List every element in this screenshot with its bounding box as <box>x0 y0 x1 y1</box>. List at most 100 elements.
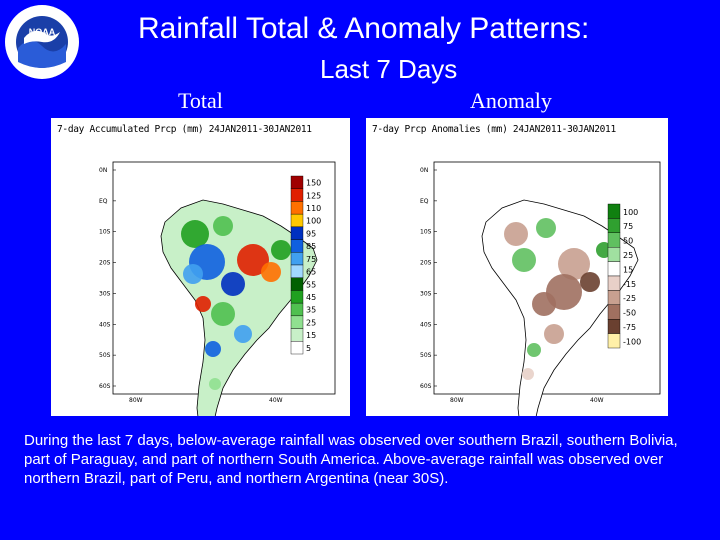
anomaly-legend-label: -100 <box>623 337 641 346</box>
anomaly-lat-tick: 20S <box>420 260 432 267</box>
total-rain-patch <box>183 264 203 284</box>
total-legend-swatch <box>290 277 304 291</box>
anomaly-lat-tick: EQ <box>420 198 429 205</box>
total-rain-patch <box>221 272 245 296</box>
anomaly-map: 0NEQ10S20S30S40S50S60S80W60W40W100755025… <box>420 161 661 416</box>
anomaly-legend-label: 50 <box>623 237 633 246</box>
noaa-emblem-icon: NOAA <box>5 5 79 79</box>
total-legend-swatch <box>290 315 304 329</box>
anomaly-lon-tick: 40W <box>590 397 604 404</box>
anomaly-map-title: 7-day Prcp Anomalies (mm) 24JAN2011-30JA… <box>372 124 616 135</box>
anomaly-legend-swatch <box>607 333 621 349</box>
total-legend-label: 55 <box>306 280 316 289</box>
total-rain-patch <box>237 244 269 276</box>
total-legend-swatch <box>290 239 304 253</box>
total-lat-tick: 60S <box>99 383 111 390</box>
anomaly-legend-swatch <box>607 275 621 291</box>
anomaly-legend-label: -75 <box>623 323 636 332</box>
total-legend-label: 125 <box>306 191 321 200</box>
anomaly-rain-patch <box>536 218 556 238</box>
total-legend-label: 150 <box>306 179 321 188</box>
total-legend-swatch <box>290 264 304 278</box>
total-legend-swatch <box>290 252 304 266</box>
anomaly-legend-swatch <box>607 290 621 305</box>
total-legend-swatch <box>290 226 304 240</box>
total-legend-label: 95 <box>306 229 316 238</box>
anomaly-legend-label: 100 <box>623 208 638 217</box>
anomaly-map-panel: 7-day Prcp Anomalies (mm) 24JAN2011-30JA… <box>366 118 668 416</box>
total-map-panel: 7-day Accumulated Prcp (mm) 24JAN2011-30… <box>51 118 350 416</box>
total-legend-label: 5 <box>306 344 311 353</box>
total-legend-swatch <box>290 188 304 202</box>
total-legend-label: 45 <box>306 293 316 302</box>
total-lat-tick: 20S <box>99 260 111 267</box>
page-title: Rainfall Total & Anomaly Patterns: <box>138 12 590 45</box>
total-lat-tick: 40S <box>99 321 111 328</box>
total-panel-label: Total <box>178 88 223 113</box>
anomaly-lat-tick: 0N <box>420 167 428 174</box>
total-rain-patch <box>195 296 211 312</box>
anomaly-legend-label: 25 <box>623 251 633 260</box>
total-lat-tick: EQ <box>99 198 108 205</box>
total-legend-label: 110 <box>306 204 321 213</box>
total-map: 0NEQ10S20S30S40S50S60S80W60W40W150125110… <box>99 161 336 416</box>
total-lat-tick: 10S <box>99 229 111 236</box>
total-rain-patch <box>211 302 235 326</box>
total-lon-tick: 80W <box>129 397 143 404</box>
total-rain-patch <box>261 262 281 282</box>
anomaly-rain-patch <box>512 248 536 272</box>
anomaly-lat-tick: 60S <box>420 383 432 390</box>
anomaly-continent <box>481 199 639 416</box>
anomaly-legend-label: 75 <box>623 222 633 231</box>
anomaly-legend-swatch <box>607 261 621 277</box>
total-legend-swatch <box>290 290 304 304</box>
anomaly-legend-label: 15 <box>623 265 633 274</box>
anomaly-rain-patch <box>532 292 556 316</box>
anomaly-rain-patch <box>544 324 564 344</box>
total-legend-label: 100 <box>306 217 321 226</box>
page-subtitle: Last 7 Days <box>320 54 458 84</box>
total-legend-swatch <box>290 302 304 317</box>
anomaly-lat-tick: 50S <box>420 352 432 359</box>
total-lat-tick: 30S <box>99 290 111 297</box>
anomaly-lat-tick: 40S <box>420 321 432 328</box>
total-legend-label: 35 <box>306 306 316 315</box>
total-continent <box>160 199 318 416</box>
total-map-title: 7-day Accumulated Prcp (mm) 24JAN2011-30… <box>57 124 312 135</box>
total-legend-label: 85 <box>306 242 316 251</box>
total-map-frame <box>112 161 336 395</box>
anomaly-rain-patch <box>527 343 541 357</box>
total-legend-swatch <box>290 201 304 215</box>
anomaly-rain-patch <box>580 272 600 292</box>
total-rain-patch <box>209 378 221 390</box>
anomaly-legend-swatch <box>607 304 621 320</box>
total-legend-label: 15 <box>306 331 316 340</box>
total-legend-label: 65 <box>306 268 316 277</box>
total-rain-patch <box>181 220 209 248</box>
total-rain-patch <box>205 341 221 357</box>
anomaly-rain-patch <box>558 248 590 280</box>
caption-text: During the last 7 days, below-average ra… <box>24 432 678 487</box>
anomaly-rain-patch <box>504 222 528 246</box>
logo-text: NOAA <box>29 27 56 37</box>
anomaly-legend-swatch <box>607 232 621 248</box>
anomaly-lon-tick: 80W <box>450 397 464 404</box>
anomaly-legend-swatch <box>607 218 621 234</box>
total-map-group: 0NEQ10S20S30S40S50S60S80W60W40W150125110… <box>99 161 336 416</box>
total-legend-swatch <box>290 341 304 355</box>
total-legend-swatch <box>290 328 304 342</box>
anomaly-panel-label: Anomaly <box>470 88 552 113</box>
anomaly-legend-swatch <box>607 203 621 219</box>
anomaly-legend-swatch <box>607 318 621 334</box>
anomaly-rain-patch <box>522 368 534 380</box>
anomaly-legend-label: -15 <box>623 280 636 289</box>
anomaly-map-group: 0NEQ10S20S30S40S50S60S80W60W40W100755025… <box>420 161 661 416</box>
anomaly-map-frame <box>433 161 661 395</box>
total-legend-label: 75 <box>306 255 316 264</box>
noaa-logo: NOAA <box>4 4 80 80</box>
anomaly-lat-tick: 30S <box>420 290 432 297</box>
total-rain-patch <box>213 216 233 236</box>
total-legend-swatch <box>290 213 304 228</box>
total-legend-label: 25 <box>306 318 316 327</box>
anomaly-legend-swatch <box>607 246 621 262</box>
